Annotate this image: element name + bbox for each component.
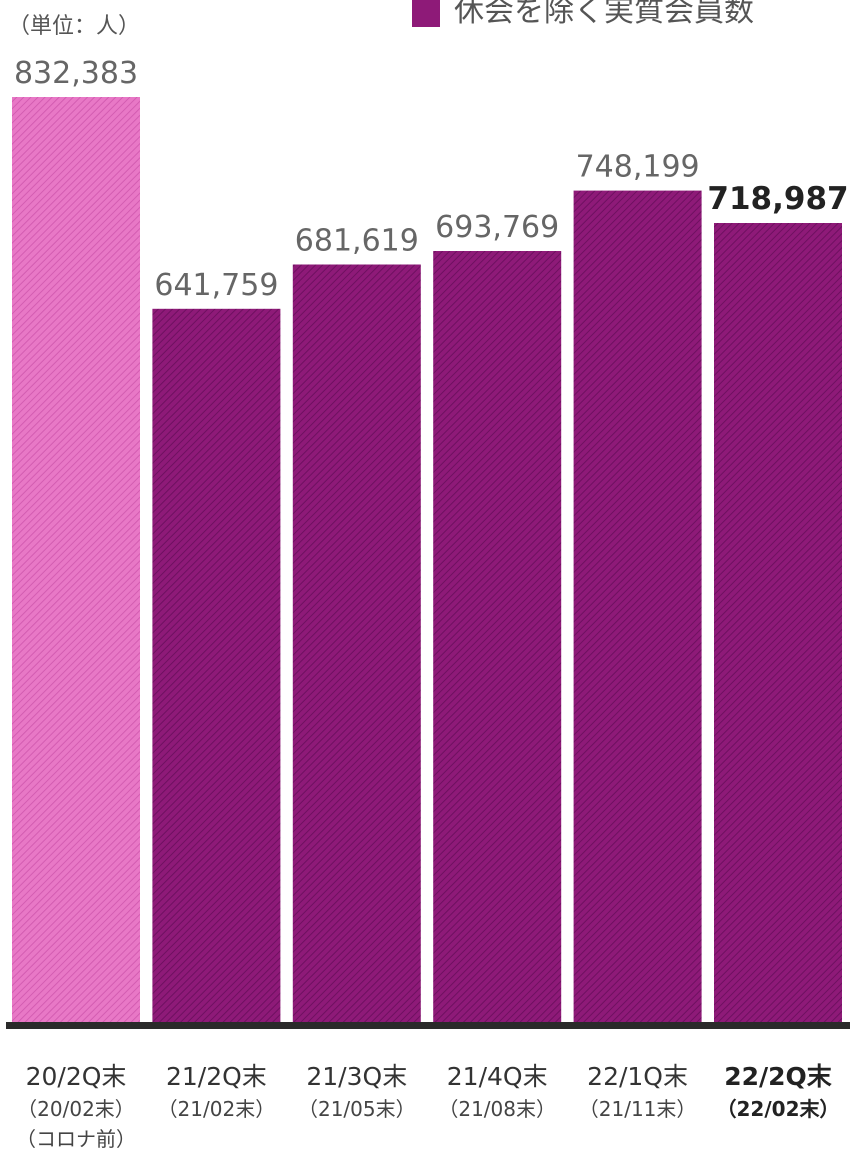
- bar-4: [433, 251, 562, 1022]
- value-labels-group: 832,383 641,759 681,619 693,769 748,199718,9…: [14, 56, 849, 303]
- value-label-3: 681,619: [295, 224, 419, 259]
- value-label-2: 641,759: [154, 268, 278, 303]
- category-label-5: 22/1Q末 （21/11末）: [567, 1060, 709, 1124]
- category-note: （コロナ前）: [16, 1127, 136, 1151]
- category-label-2: 21/2Q末 （21/02末）: [145, 1060, 287, 1124]
- category-date: （21/05末）: [297, 1097, 416, 1121]
- category-label-4: 21/4Q末 （21/08末）: [426, 1060, 568, 1124]
- category-date: （22/02末）: [716, 1097, 840, 1121]
- bar-2: [152, 308, 281, 1022]
- legend: 休会を除く実質会員数: [412, 0, 754, 30]
- legend-swatch: [412, 0, 440, 27]
- category-period: 22/2Q末: [724, 1062, 832, 1091]
- value-label-6: 718,987: [707, 181, 848, 217]
- unit-label: （単位：人）: [8, 14, 141, 39]
- bar-1: [12, 97, 140, 1022]
- category-period: 21/2Q末: [165, 1062, 267, 1091]
- category-date: （21/11末）: [578, 1097, 697, 1121]
- category-period: 20/2Q末: [25, 1062, 127, 1091]
- category-period: 21/3Q末: [306, 1062, 408, 1091]
- value-label-1: 832,383: [14, 56, 138, 91]
- bars-group: [12, 97, 842, 1023]
- category-date: （21/08末）: [438, 1097, 556, 1121]
- category-label-6: 22/2Q末 （22/02末）: [707, 1060, 849, 1124]
- category-label-3: 21/3Q末 （21/05末）: [286, 1060, 428, 1124]
- category-period: 21/4Q末: [446, 1062, 548, 1091]
- category-period: 22/1Q末: [587, 1062, 688, 1091]
- x-axis-line: [6, 1022, 850, 1029]
- bar-5: [573, 190, 702, 1023]
- value-label-5: 748,199: [576, 150, 700, 185]
- bar-6: [714, 223, 842, 1022]
- category-label-1: 20/2Q末 （20/02末） （コロナ前）: [5, 1060, 147, 1154]
- category-date: （21/02末）: [157, 1097, 276, 1121]
- legend-label: 休会を除く実質会員数: [454, 0, 754, 29]
- category-date: （20/02末）: [17, 1097, 135, 1121]
- bar-3: [292, 264, 421, 1022]
- value-label-4: 693,769: [435, 210, 559, 245]
